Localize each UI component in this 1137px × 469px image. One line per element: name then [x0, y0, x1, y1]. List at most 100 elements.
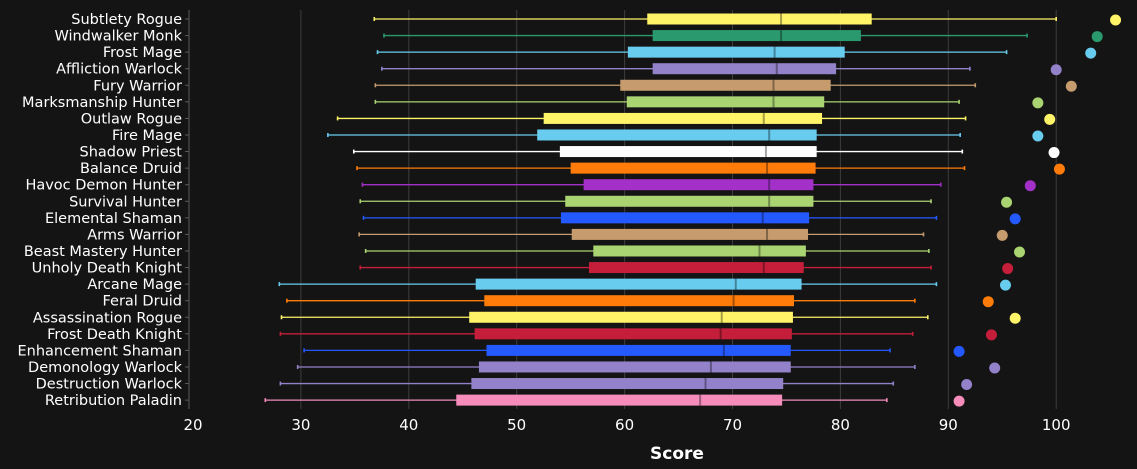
category-label: Arcane Mage: [87, 277, 182, 293]
box-rect: [620, 79, 831, 91]
box-beast-mastery-hunter: [364, 245, 930, 257]
top-score-dot: [996, 229, 1008, 241]
box-rect: [543, 112, 823, 124]
top-score-dot: [1048, 147, 1060, 159]
top-score-dot: [961, 379, 973, 391]
box-arms-warrior: [358, 228, 925, 240]
category-label: Affliction Warlock: [56, 62, 182, 78]
category-label: Survival Hunter: [69, 194, 182, 210]
category-label: Beast Mastery Hunter: [24, 244, 182, 260]
top-score-dot: [953, 345, 965, 357]
top-score-dot: [1091, 31, 1103, 43]
top-score-dot: [1085, 47, 1097, 59]
x-tick-label: 60: [615, 416, 634, 434]
box-retribution-paladin: [264, 394, 888, 406]
x-tick-label: 100: [1042, 416, 1071, 434]
x-tick-labels: 20 30 40 50 60 70 80 90 100: [183, 416, 1070, 434]
boxes: [264, 13, 1057, 406]
top-score-dot: [1009, 312, 1021, 324]
box-shadow-priest: [352, 146, 964, 158]
x-axis-title: Score: [650, 444, 704, 464]
top-score-dot: [1032, 97, 1044, 109]
category-label: Balance Druid: [80, 161, 182, 177]
box-rect: [570, 162, 816, 174]
box-frost-death-knight: [279, 328, 914, 340]
box-rect: [559, 146, 817, 158]
top-score-dot: [1110, 14, 1122, 26]
box-arcane-mage: [278, 278, 938, 290]
box-rect: [593, 245, 806, 257]
category-label: Subtlety Rogue: [71, 12, 182, 28]
box-frost-mage: [376, 46, 1008, 58]
box-outlaw-rogue: [336, 112, 967, 124]
top-score-dots: [953, 14, 1122, 407]
box-rect: [475, 278, 802, 290]
x-tick-label: 40: [399, 416, 418, 434]
box-subtlety-rogue: [373, 13, 1057, 25]
axes: [185, 10, 190, 409]
category-label: Fury Warrior: [93, 78, 182, 94]
top-score-dot: [1032, 130, 1044, 142]
category-label: Arms Warrior: [87, 227, 182, 243]
grid-lines: [300, 10, 1057, 409]
category-label: Marksmanship Hunter: [22, 95, 182, 111]
top-score-dot: [989, 362, 1001, 374]
box-balance-druid: [356, 162, 966, 174]
box-fury-warrior: [374, 79, 977, 91]
box-rect: [471, 378, 784, 390]
box-rect: [583, 179, 814, 191]
category-label: Windwalker Monk: [54, 29, 182, 45]
box-rect: [486, 344, 791, 356]
x-tick-label: 90: [939, 416, 958, 434]
category-label: Enhancement Shaman: [17, 343, 182, 359]
box-rect: [478, 361, 791, 373]
box-affliction-warlock: [381, 63, 971, 75]
top-score-dot: [1001, 196, 1013, 208]
top-score-dot: [1009, 213, 1021, 225]
top-score-dot: [1024, 180, 1036, 192]
box-rect: [588, 262, 804, 274]
x-tick-label: 50: [507, 416, 526, 434]
box-rect: [537, 129, 817, 141]
category-label: Havoc Demon Hunter: [25, 178, 182, 194]
box-rect: [474, 328, 792, 340]
x-tick-label: 30: [291, 416, 310, 434]
category-label: Unholy Death Knight: [32, 261, 183, 277]
top-score-dot: [953, 395, 965, 407]
category-label: Retribution Paladin: [45, 393, 182, 409]
top-score-dot: [1050, 64, 1062, 76]
box-destruction-warlock: [279, 378, 895, 390]
category-label: Destruction Warlock: [36, 377, 183, 393]
box-feral-druid: [286, 295, 916, 307]
top-score-dot: [1065, 80, 1077, 92]
category-label: Feral Druid: [102, 294, 182, 310]
top-score-dot: [985, 329, 997, 341]
box-rect: [560, 212, 810, 224]
box-rect: [652, 30, 861, 42]
category-label: Assassination Rogue: [33, 310, 182, 326]
box-assassination-rogue: [280, 311, 929, 323]
category-label: Frost Mage: [103, 45, 182, 61]
box-rect: [652, 63, 837, 75]
x-tick-label: 80: [831, 416, 850, 434]
box-enhancement-shaman: [303, 344, 891, 356]
box-survival-hunter: [359, 195, 932, 207]
top-score-dot: [1053, 163, 1065, 175]
box-demonology-warlock: [296, 361, 916, 373]
box-havoc-demon-hunter: [361, 179, 942, 191]
category-label: Fire Mage: [112, 128, 182, 144]
box-rect: [647, 13, 872, 25]
category-label: Shadow Priest: [80, 145, 183, 161]
category-label: Frost Death Knight: [47, 327, 182, 343]
category-label: Outlaw Rogue: [81, 111, 182, 127]
top-score-dot: [982, 296, 994, 308]
box-rect: [469, 311, 793, 323]
box-marksmanship-hunter: [374, 96, 960, 108]
category-label: Elemental Shaman: [45, 211, 182, 227]
box-rect: [626, 96, 825, 108]
top-score-dot: [1044, 113, 1056, 125]
box-rect: [565, 195, 814, 207]
